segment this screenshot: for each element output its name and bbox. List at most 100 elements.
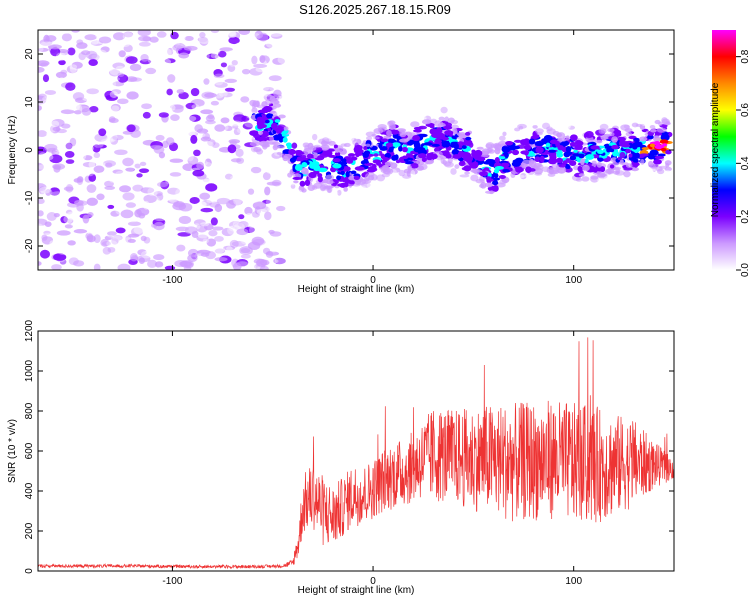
signal-cell [534, 108, 542, 114]
noise-cell [74, 123, 83, 128]
noise-cell [214, 248, 226, 254]
signal-cell [519, 139, 528, 146]
snr-y-tick-label: 400 [24, 482, 35, 499]
signal-cell [452, 154, 462, 159]
signal-cell [656, 174, 663, 178]
noise-cell [170, 175, 180, 183]
signal-cell [455, 116, 461, 121]
noise-cell [93, 152, 101, 159]
signal-cell [502, 169, 510, 173]
signal-cell [440, 157, 445, 164]
signal-cell [596, 173, 606, 178]
noise-cell [158, 112, 169, 118]
noise-cell [192, 169, 205, 177]
signal-cell [383, 167, 394, 175]
noise-cell [108, 69, 121, 77]
signal-cell [459, 174, 470, 178]
noise-cell [70, 221, 81, 228]
signal-cell [304, 169, 309, 175]
signal-cell [595, 111, 602, 119]
noise-cell [266, 169, 275, 174]
signal-cell [479, 183, 485, 188]
snr-y-tick-label: 800 [24, 402, 35, 419]
noise-cell [247, 188, 255, 195]
noise-cell [104, 180, 114, 188]
noise-cell [55, 52, 66, 62]
signal-cell [400, 115, 410, 121]
signal-cell [474, 124, 479, 130]
noise-cell [47, 44, 62, 50]
signal-cell [273, 101, 280, 105]
signal-cell [555, 157, 564, 164]
noise-cell [143, 194, 157, 204]
signal-cell [393, 117, 402, 122]
noise-cell [53, 183, 68, 188]
signal-cell [467, 193, 475, 201]
signal-cell [444, 116, 449, 122]
spectrogram-x-tick-label: 0 [370, 275, 376, 286]
noise-cell [73, 244, 85, 253]
noise-cell [255, 66, 266, 73]
signal-cell [424, 161, 429, 165]
signal-cell [513, 139, 523, 143]
noise-cell [170, 31, 179, 40]
noise-cell [158, 58, 172, 66]
noise-cell [66, 104, 80, 111]
noise-cell [208, 230, 218, 237]
signal-cell [533, 163, 543, 168]
noise-cell [63, 186, 74, 192]
noise-cell [178, 215, 192, 225]
noise-cell [43, 230, 51, 235]
noise-cell [213, 77, 224, 86]
noise-cell [46, 212, 57, 221]
noise-cell [74, 199, 84, 206]
noise-cell [53, 30, 64, 34]
noise-cell [167, 128, 178, 135]
signal-cell [410, 121, 420, 128]
spectrogram-y-tick-label: -10 [24, 190, 35, 205]
noise-cell [239, 107, 248, 114]
noise-cell [227, 50, 235, 58]
signal-cell [607, 128, 615, 133]
signal-cell [660, 147, 667, 152]
noise-cell [214, 124, 226, 132]
noise-cell [270, 245, 277, 253]
noise-cell [241, 68, 251, 75]
noise-cell [138, 41, 151, 47]
signal-cell [407, 165, 413, 171]
signal-cell [574, 139, 582, 146]
noise-cell [71, 30, 80, 33]
noise-cell [270, 33, 283, 39]
noise-cell [50, 47, 61, 57]
noise-cell [203, 162, 213, 172]
noise-cell [259, 55, 266, 63]
noise-cell [124, 110, 138, 119]
noise-cell [205, 119, 216, 125]
noise-cell [78, 121, 86, 127]
noise-cell [244, 44, 252, 53]
signal-cell [444, 130, 454, 136]
noise-cell [125, 165, 137, 175]
noise-cell [240, 236, 251, 245]
signal-cell [249, 130, 259, 136]
signal-cell [451, 148, 460, 156]
noise-cell [265, 39, 277, 48]
noise-cell [274, 66, 285, 73]
signal-cell [288, 188, 297, 193]
signal-cell [318, 130, 324, 134]
signal-cell [265, 98, 272, 106]
noise-cell [56, 230, 71, 236]
signal-cell [380, 138, 389, 143]
noise-cell [120, 40, 130, 45]
noise-cell [143, 236, 151, 244]
noise-cell [74, 234, 84, 244]
noise-cell [38, 120, 50, 127]
colorbar-tick-label: 0.6 [740, 103, 750, 117]
signal-cell [420, 114, 427, 121]
noise-cell [131, 32, 140, 41]
spectrogram-y-axis: -20 -10 0 10 20 [24, 48, 674, 253]
noise-cell [112, 81, 125, 87]
noise-cell [212, 40, 224, 47]
signal-cell [661, 131, 669, 136]
noise-cell [184, 226, 198, 235]
